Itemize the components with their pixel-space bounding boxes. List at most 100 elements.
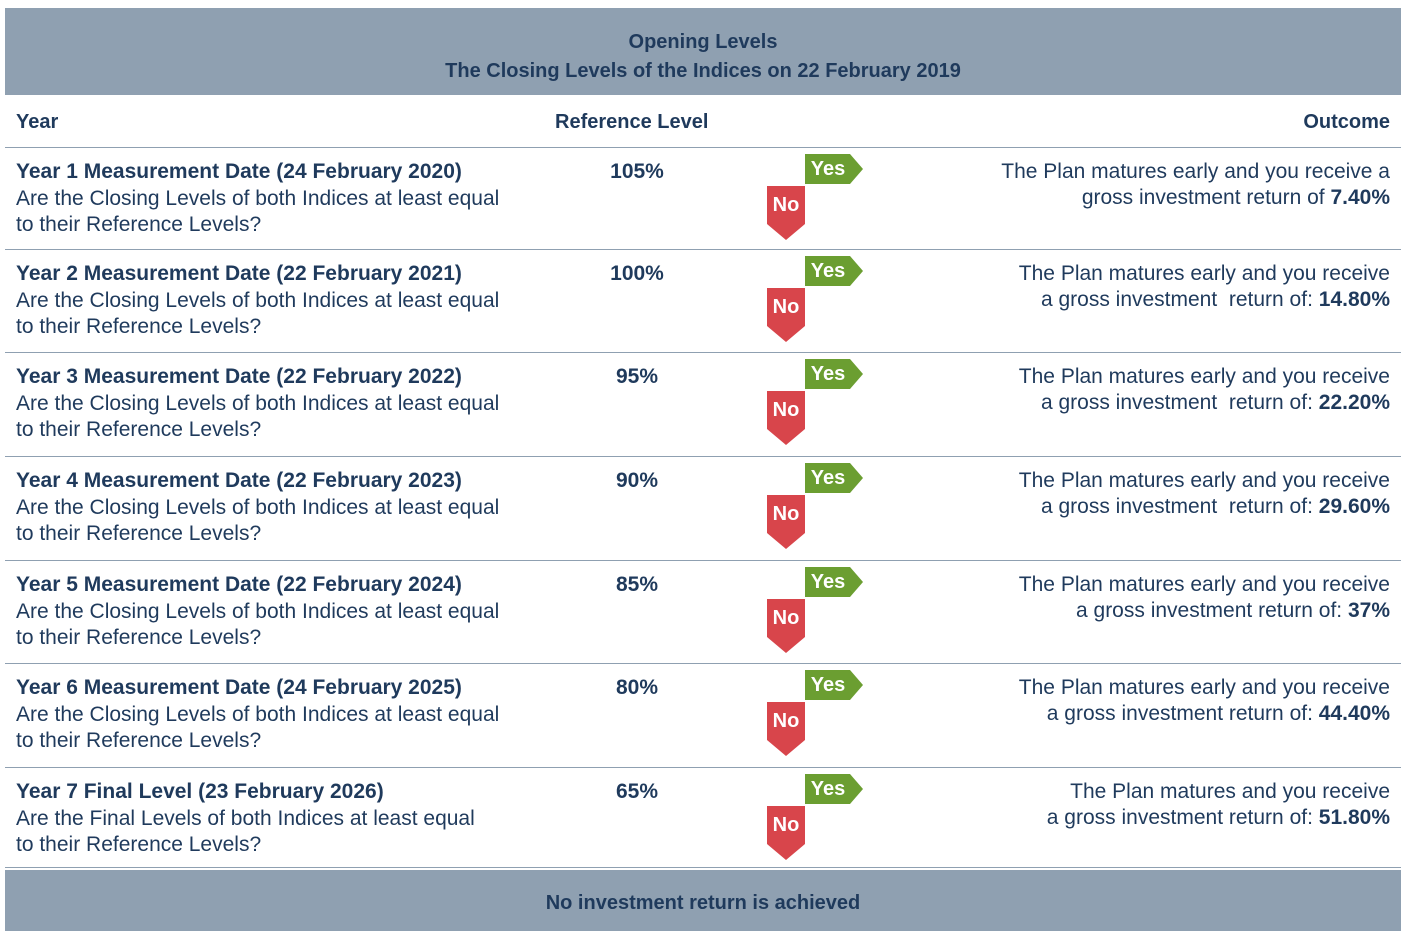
row-question: Are the Closing Levels of both Indices a… [16, 392, 500, 415]
outcome-line: The Plan matures and you receive [1070, 779, 1390, 805]
yes-arrow: Yes [805, 154, 863, 184]
yes-label: Yes [811, 571, 845, 593]
yes-label: Yes [811, 467, 845, 489]
outcome-line: The Plan matures early and you receive [1019, 468, 1390, 494]
row-title: Year 5 Measurement Date (22 February 202… [16, 573, 462, 596]
row-question: to their Reference Levels? [16, 213, 262, 236]
outcome-text: gross investment return of [1081, 186, 1325, 209]
table-row: Year 4 Measurement Date (22 February 202… [5, 457, 1401, 561]
outcome-text: The Plan matures early and you receive [1018, 365, 1390, 388]
no-shape [767, 288, 805, 342]
outcome-text: The Plan matures early and you receive [1018, 469, 1390, 492]
row-question: Are the Final Levels of both Indices at … [16, 807, 475, 830]
outcome-return: 37% [1347, 599, 1390, 622]
table-row: Year 2 Measurement Date (22 February 202… [5, 250, 1401, 353]
outcome-text: a gross investment return of: [1040, 495, 1313, 518]
yes-arrow: Yes [805, 359, 863, 389]
no-label: No [773, 814, 800, 836]
no-shape [767, 186, 805, 240]
yes-shape [805, 463, 863, 493]
yes-label: Yes [811, 363, 845, 385]
yes-shape [805, 670, 863, 700]
no-label: No [773, 296, 800, 318]
row-question: to their Reference Levels? [16, 522, 262, 545]
reference-level: 80% [615, 676, 659, 699]
outcome-text: a gross investment return of: [1046, 806, 1313, 829]
footer-band: No investment return is achieved [5, 870, 1401, 931]
outcome-line: The Plan matures early and you receive [1019, 261, 1390, 287]
outcome-line: The Plan matures early and you receive [1019, 675, 1390, 701]
outcome-line: a gross investment return of: 51.80% [1047, 805, 1390, 831]
footer-text: No investment return is achieved [545, 892, 861, 914]
outcome-text: The Plan matures early and you receive [1018, 262, 1390, 285]
yes-label: Yes [811, 674, 845, 696]
outcome-text: a gross investment return of: [1076, 599, 1343, 622]
no-arrow: No [767, 806, 805, 860]
outcome-line: a gross investment return of: 29.60% [1041, 494, 1390, 520]
header-subtitle: The Closing Levels of the Indices on 22 … [445, 60, 961, 82]
column-header: Year [16, 111, 59, 133]
row-question: to their Reference Levels? [16, 729, 262, 752]
outcome-line: a gross investment return of: 37% [1076, 598, 1390, 624]
reference-level: 65% [615, 780, 659, 803]
outcome-text: The Plan matures and you receive [1070, 780, 1390, 803]
outcome-line: gross investment return of 7.40% [1082, 185, 1390, 211]
yes-label: Yes [811, 260, 845, 282]
table-row: Year 7 Final Level (23 February 2026) Are… [5, 768, 1401, 868]
outcome-line: The Plan matures early and you receive [1019, 364, 1390, 390]
yes-arrow: Yes [805, 463, 863, 493]
yes-label: Yes [811, 778, 845, 800]
row-question: Are the Closing Levels of both Indices a… [16, 496, 500, 519]
yes-label: Yes [811, 158, 845, 180]
yes-arrow: Yes [805, 774, 863, 804]
table-row: Year 1 Measurement Date (24 February 202… [5, 148, 1401, 250]
outcome-line: a gross investment return of: 14.80% [1041, 287, 1390, 313]
row-title: Year 1 Measurement Date (24 February 202… [16, 160, 462, 183]
outcome-text: The Plan matures early and you receive [1018, 573, 1390, 596]
row-question: to their Reference Levels? [16, 833, 262, 856]
outcome-return: 22.20% [1318, 391, 1390, 414]
no-label: No [773, 607, 800, 629]
no-shape [767, 495, 805, 549]
no-shape [767, 702, 805, 756]
row-title: Year 6 Measurement Date (24 February 202… [16, 676, 462, 699]
yes-arrow: Yes [805, 256, 863, 286]
row-question: to their Reference Levels? [16, 626, 262, 649]
no-shape [767, 391, 805, 445]
row-question: Are the Closing Levels of both Indices a… [16, 703, 500, 726]
reference-level: 90% [615, 469, 659, 492]
row-question: Are the Closing Levels of both Indices a… [16, 600, 500, 623]
no-arrow: No [767, 495, 805, 549]
no-label: No [773, 710, 800, 732]
column-header: Outcome [1303, 111, 1390, 133]
outcome-text: a gross investment return of: [1040, 391, 1313, 414]
yes-shape [805, 359, 863, 389]
no-arrow: No [767, 599, 805, 653]
no-shape [767, 599, 805, 653]
no-arrow: No [767, 702, 805, 756]
table-row: Year 6 Measurement Date (24 February 202… [5, 664, 1401, 768]
column-header: Reference Level [555, 111, 709, 133]
outcome-text: The Plan matures early and you receive [1018, 676, 1390, 699]
row-title: Year 2 Measurement Date (22 February 202… [16, 262, 462, 285]
yes-shape [805, 256, 863, 286]
no-arrow: No [767, 391, 805, 445]
outcome-line: The Plan matures early and you receive [1019, 572, 1390, 598]
reference-level: 105% [610, 160, 664, 183]
header-title: Opening Levels [628, 31, 778, 53]
column-header-row: Year Reference Level Outcome [5, 95, 1401, 148]
outcome-return: 29.60% [1318, 495, 1390, 518]
no-label: No [773, 399, 800, 421]
yes-arrow: Yes [805, 567, 863, 597]
outcome-text: a gross investment return of: [1040, 288, 1313, 311]
reference-level: 95% [615, 365, 659, 388]
table-row: Year 5 Measurement Date (22 February 202… [5, 561, 1401, 664]
row-question: Are the Closing Levels of both Indices a… [16, 289, 500, 312]
outcome-return: 44.40% [1318, 702, 1390, 725]
row-question: Are the Closing Levels of both Indices a… [16, 187, 500, 210]
outcome-return: 14.80% [1318, 288, 1390, 311]
no-shape [767, 806, 805, 860]
no-arrow: No [767, 186, 805, 240]
outcome-line: The Plan matures early and you receive a [1001, 159, 1390, 185]
